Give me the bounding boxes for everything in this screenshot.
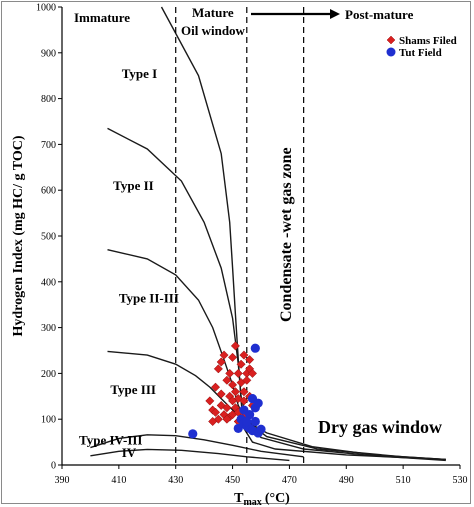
kerogen-curve-label: IV bbox=[122, 445, 137, 460]
kerogen-curve-label: Type I bbox=[122, 66, 158, 81]
maturity-boundaries bbox=[175, 7, 305, 465]
data-points bbox=[188, 341, 266, 439]
kerogen-curve-label: Type II-III bbox=[119, 290, 179, 305]
zone-label-dry-gas: Dry gas window bbox=[318, 417, 442, 437]
y-tick-label: 0 bbox=[51, 461, 56, 472]
shams-data-point bbox=[205, 396, 215, 406]
shams-data-point bbox=[239, 396, 249, 406]
x-tick-label: 450 bbox=[225, 475, 240, 486]
shams-data-point bbox=[208, 416, 218, 427]
zone-label-oil-window: Oil window bbox=[181, 23, 246, 38]
x-axis-label-main: T bbox=[234, 491, 244, 506]
x-tick-label: 510 bbox=[396, 475, 411, 486]
shams-data-point bbox=[228, 380, 238, 390]
kerogen-curves: Type I Type II Type II-III Type III Type IV-… bbox=[79, 6, 446, 462]
kerogen-curve-label: Type II bbox=[113, 178, 154, 193]
tut-data-point bbox=[245, 410, 255, 420]
legend-marker-shams bbox=[386, 35, 396, 45]
shams-data-point bbox=[216, 389, 226, 399]
shams-data-point bbox=[210, 382, 221, 392]
axes: 0 100 200 300 400 500 600 700 800 900 1000 390 410 43… bbox=[36, 3, 468, 487]
x-tick-label: 430 bbox=[168, 475, 183, 486]
shams-data-point bbox=[219, 350, 229, 360]
shams-data-point bbox=[239, 387, 249, 397]
shams-data-point bbox=[228, 352, 238, 362]
y-tick-label: 100 bbox=[41, 415, 56, 426]
kerogen-curve bbox=[107, 350, 446, 461]
y-tick-label: 400 bbox=[41, 277, 56, 288]
tut-data-point bbox=[256, 424, 266, 434]
x-axis-label-sub: max bbox=[243, 497, 261, 507]
post-mature-arrow bbox=[251, 9, 340, 19]
x-tick-label: 490 bbox=[339, 475, 354, 486]
post-mature-arrow-head bbox=[330, 9, 340, 19]
zone-label-condensate: Condensate -wet gas zone bbox=[278, 147, 295, 322]
kerogen-curve-label: Type III bbox=[110, 382, 156, 397]
x-tick-label: 410 bbox=[111, 475, 126, 486]
y-tick-label: 1000 bbox=[36, 3, 56, 14]
tut-data-point bbox=[253, 398, 263, 408]
tut-data-point bbox=[250, 416, 260, 427]
x-axis-label: Tmax (°C) bbox=[234, 491, 290, 507]
x-tick-label: 390 bbox=[55, 475, 70, 486]
y-tick-label: 500 bbox=[41, 232, 56, 243]
zone-label-immature: Immature bbox=[74, 10, 130, 25]
tut-data-point bbox=[250, 343, 260, 353]
shams-data-point bbox=[245, 355, 255, 365]
legend-label-shams: Shams Filed bbox=[399, 35, 457, 47]
y-tick-label: 300 bbox=[41, 323, 56, 334]
x-axis-label-tail: (°C) bbox=[265, 491, 290, 506]
tut-data-point bbox=[188, 429, 198, 439]
legend-label-tut: Tut Field bbox=[399, 47, 442, 59]
shams-data-point bbox=[242, 375, 252, 385]
shams-data-point bbox=[216, 357, 226, 367]
shams-data-point bbox=[230, 341, 240, 351]
shams-data-point bbox=[236, 359, 246, 369]
shams-data-point bbox=[239, 350, 249, 360]
y-tick-label: 900 bbox=[41, 48, 56, 59]
shams-data-point bbox=[210, 407, 221, 417]
shams-data-point bbox=[222, 375, 232, 385]
y-tick-label: 200 bbox=[41, 369, 56, 380]
kerogen-curve-label: Type IV-III bbox=[79, 432, 142, 447]
chart-text: Immature Mature Oil window Post-mature C… bbox=[11, 5, 442, 507]
y-axis-label: Hydrogen Index (mg HC/ g TOC) bbox=[11, 135, 26, 336]
x-tick-label: 530 bbox=[453, 475, 468, 486]
shams-data-point bbox=[213, 364, 223, 374]
tut-data-point bbox=[242, 416, 252, 427]
zone-label-mature: Mature bbox=[192, 5, 234, 20]
zone-label-post-mature: Post-mature bbox=[345, 7, 414, 22]
kerogen-curve bbox=[90, 434, 304, 458]
legend: Shams Filed Tut Field bbox=[386, 35, 457, 59]
legend-marker-tut bbox=[386, 47, 396, 57]
shams-data-point bbox=[233, 368, 243, 378]
shams-data-point bbox=[228, 396, 238, 406]
x-tick-label: 470 bbox=[282, 475, 297, 486]
y-tick-label: 600 bbox=[41, 186, 56, 197]
kerogen-curve bbox=[90, 448, 290, 462]
shams-data-point bbox=[222, 414, 232, 424]
y-tick-label: 700 bbox=[41, 140, 56, 151]
shams-data-point bbox=[247, 368, 258, 378]
y-tick-label: 800 bbox=[41, 94, 56, 105]
